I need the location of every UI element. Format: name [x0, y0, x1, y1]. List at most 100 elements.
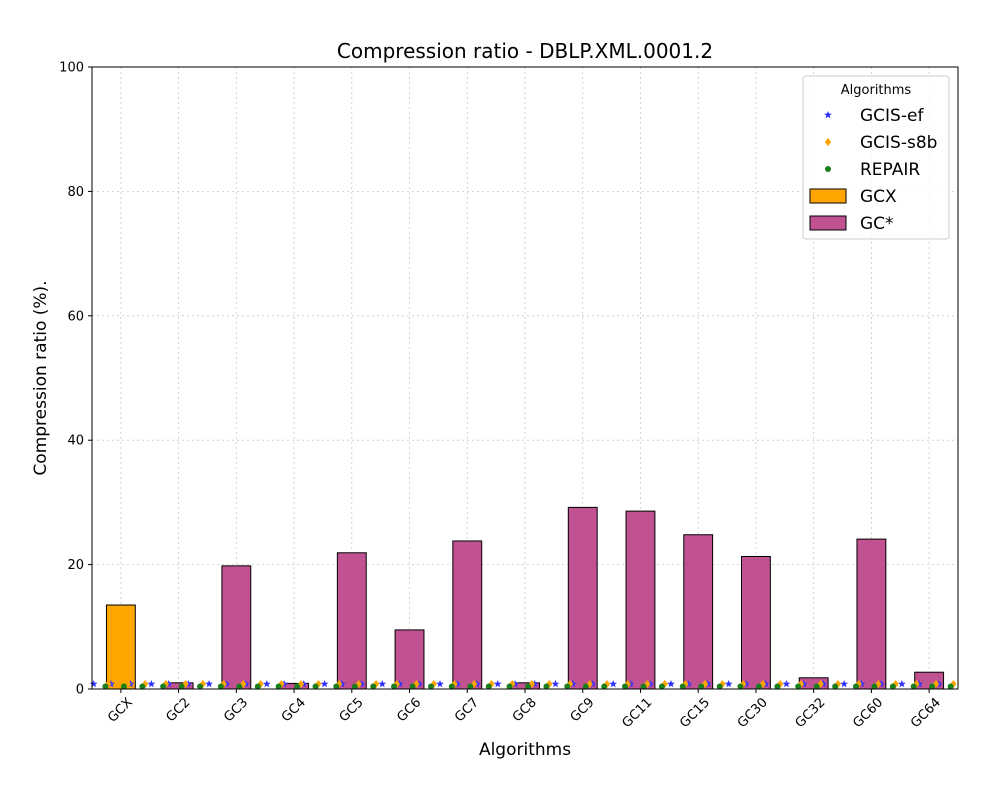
y-tick-label: 100 [59, 61, 84, 76]
marker-repair [564, 683, 571, 690]
marker-repair [160, 683, 167, 690]
y-tick-label: 40 [67, 434, 84, 449]
marker-repair [120, 683, 127, 690]
marker-gciss8b [701, 680, 709, 689]
marker-repair [217, 683, 224, 690]
legend: Algorithms GCIS-ef GCIS-s8b REPAIR GCX GC* [802, 75, 950, 240]
y-tick-label: 80 [67, 185, 84, 200]
marker-repair [755, 683, 762, 690]
y-axis-label: Compression ratio (%). [31, 280, 51, 475]
marker-gcisef [493, 680, 502, 688]
marker-repair [525, 683, 531, 690]
marker-gciss8b [776, 680, 784, 689]
marker-repair [333, 683, 340, 690]
marker-repair [294, 683, 301, 690]
marker-gcisef [898, 680, 906, 688]
marker-repair [852, 683, 859, 690]
marker-repair [428, 683, 435, 690]
marker-gciss8b [932, 680, 940, 689]
marker-repair [582, 683, 589, 690]
marker-repair [640, 683, 647, 690]
marker-gciss8b [661, 680, 668, 689]
bars [105, 506, 945, 690]
marker-gcisef [320, 680, 329, 688]
marker-repair [236, 683, 243, 690]
marker-repair [774, 683, 781, 690]
legend-items: GCIS-ef GCIS-s8b REPAIR GCX GC* [809, 106, 937, 234]
marker-gcisef [263, 680, 271, 688]
marker-repair [543, 683, 550, 690]
marker-repair [312, 683, 319, 690]
y-tick-label: 0 [76, 683, 84, 698]
legend-item-gciss8b-marker [824, 138, 832, 146]
marker-gcisef [378, 680, 387, 688]
marker-gciss8b [586, 680, 593, 689]
marker-gcisef [840, 680, 848, 688]
marker-gciss8b [855, 680, 862, 689]
marker-repair [929, 683, 936, 690]
x-axis-label: Algorithms [479, 740, 571, 760]
marker-repair [102, 683, 109, 690]
bar-gc-gc5 [336, 552, 367, 690]
marker-gcisef [205, 680, 213, 688]
legend-item-repair-marker [825, 166, 831, 172]
y-tick-label: 20 [67, 558, 84, 573]
marker-repair [813, 683, 820, 690]
marker-repair [391, 683, 398, 690]
marker-gcisef [147, 680, 156, 688]
marker-repair [679, 683, 686, 690]
marker-repair [139, 683, 146, 690]
marker-repair [698, 683, 705, 690]
marker-gcisef [782, 680, 791, 688]
chart-title: Compression ratio - DBLP.XML.0001.2 [337, 39, 713, 63]
marker-repair [601, 683, 608, 690]
marker-gcisef [724, 680, 733, 688]
marker-gcisef [667, 680, 675, 688]
bar-gc-gc15 [683, 534, 714, 690]
marker-repair [621, 683, 628, 690]
marker-gciss8b [546, 680, 553, 689]
scatter-markers [89, 680, 957, 690]
legend-item-gcisef-label: GCIS-ef [860, 106, 924, 126]
marker-repair [448, 683, 455, 690]
y-axis-ticks: 0 20 40 60 80 100 [59, 61, 92, 698]
marker-repair [716, 683, 723, 690]
legend-item-gcx-swatch [809, 188, 847, 204]
bar-gc-gc6 [394, 629, 425, 690]
legend-item-gc-swatch [809, 215, 847, 231]
bar-gc-gc3 [221, 565, 252, 690]
marker-repair [485, 683, 492, 690]
marker-repair [506, 683, 513, 690]
legend-title: Algorithms [841, 83, 912, 98]
marker-repair [658, 683, 665, 690]
legend-item-gcisef-marker [824, 111, 832, 119]
legend-item-repair-label: REPAIR [860, 160, 920, 180]
marker-gcisef [551, 680, 560, 688]
marker-repair [737, 683, 744, 690]
legend-item-gc-label: GC* [860, 214, 894, 234]
marker-gcisef [89, 680, 98, 688]
marker-gciss8b [624, 680, 631, 689]
marker-repair [254, 683, 261, 690]
marker-repair [351, 683, 358, 690]
marker-repair [467, 683, 474, 690]
y-tick-label: 60 [67, 309, 84, 324]
bar-gc-gc9 [567, 506, 598, 690]
marker-gciss8b [740, 680, 747, 689]
bar-gc-gc7 [452, 540, 483, 690]
marker-repair [947, 683, 954, 690]
marker-repair [275, 683, 282, 690]
legend-item-gciss8b-label: GCIS-s8b [860, 133, 937, 153]
bar-gc-gc11 [625, 510, 656, 690]
marker-repair [197, 683, 204, 690]
legend-item-gcx-label: GCX [860, 187, 897, 207]
marker-repair [178, 683, 185, 690]
marker-gciss8b [124, 680, 131, 689]
marker-gciss8b [817, 680, 824, 689]
bar-gc-gc60 [856, 538, 887, 690]
bar-gcx-gcx [105, 604, 136, 690]
marker-gciss8b [892, 680, 899, 689]
bar-gc-gc30 [741, 556, 771, 690]
marker-gcisef [609, 680, 617, 688]
